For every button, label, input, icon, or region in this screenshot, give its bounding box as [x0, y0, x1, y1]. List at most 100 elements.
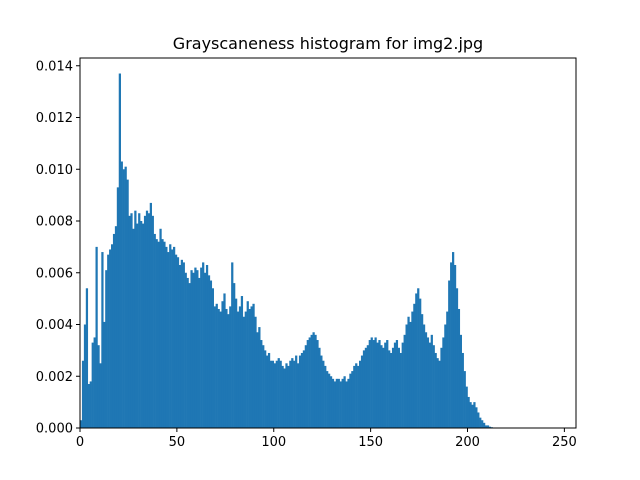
histogram-bar — [459, 334, 462, 428]
histogram-bar — [484, 425, 488, 428]
histogram-bar — [180, 259, 183, 428]
histogram-bar — [386, 340, 389, 428]
histogram-bar — [99, 363, 102, 428]
histogram-bar — [120, 161, 123, 428]
histogram-bar — [370, 337, 373, 428]
x-tick-label: 0 — [76, 435, 84, 450]
histogram-bar — [357, 365, 360, 428]
histogram-bar — [140, 221, 143, 428]
histogram-bar — [306, 340, 309, 428]
histogram-bar — [362, 350, 366, 428]
histogram-bar — [302, 350, 306, 428]
histogram-bar — [384, 342, 387, 428]
histogram-bar — [122, 169, 125, 428]
histogram-bar — [419, 298, 422, 428]
histogram-bar — [204, 272, 207, 428]
histogram-bar — [130, 213, 133, 428]
y-tick-label: 0.014 — [36, 59, 73, 74]
histogram-bar — [428, 342, 431, 428]
histogram-bar — [401, 342, 404, 428]
histogram-bar — [103, 321, 106, 428]
y-axis: 0.000 0.002 0.004 0.006 0.008 0.010 0.012 0.014 — [36, 59, 80, 437]
histogram-bar — [157, 241, 160, 428]
histogram-bar — [289, 360, 292, 428]
histogram-bar — [453, 264, 457, 428]
x-tick-label: 50 — [169, 435, 186, 450]
y-tick-label: 0.006 — [36, 266, 73, 281]
histogram-bar — [452, 252, 455, 428]
histogram-bar — [87, 384, 90, 428]
histogram-bar — [275, 360, 278, 428]
histogram-bar — [250, 306, 253, 428]
histogram-bar — [335, 378, 338, 428]
histogram-bars — [80, 73, 495, 429]
histogram-bar — [421, 314, 424, 428]
histogram-bar — [388, 350, 391, 428]
histogram-bar — [287, 365, 290, 428]
histogram-bar — [444, 324, 447, 428]
histogram-bar — [126, 179, 129, 428]
histogram-bar — [430, 334, 433, 428]
histogram-bar — [380, 345, 383, 428]
x-tick-label: 150 — [358, 435, 383, 450]
histogram-bar — [297, 363, 300, 428]
histogram-bar — [182, 262, 185, 428]
histogram-bar — [145, 210, 149, 428]
histogram-bar — [403, 334, 406, 428]
histogram-bar — [461, 352, 464, 428]
histogram-bar — [364, 347, 368, 428]
histogram-bar — [417, 288, 420, 428]
histogram-bar — [246, 301, 249, 428]
histogram-bar — [169, 244, 172, 428]
histogram-bar — [324, 365, 327, 428]
histogram-bar — [298, 355, 302, 428]
histogram-bar — [101, 252, 104, 428]
histogram-bar — [207, 275, 211, 428]
histogram-bar — [196, 270, 199, 428]
histogram-bar — [473, 402, 476, 428]
histogram-bar — [200, 267, 203, 428]
histogram-bar — [285, 363, 288, 428]
histogram-bar — [486, 425, 490, 428]
histogram-bar — [432, 345, 435, 428]
histogram-bar — [165, 246, 168, 428]
histogram-bar — [269, 360, 273, 428]
histogram-bar — [80, 420, 83, 428]
histogram-bar — [411, 311, 414, 428]
histogram-bar — [448, 280, 451, 428]
y-tick-label: 0.000 — [36, 422, 73, 437]
y-tick-label: 0.008 — [36, 215, 73, 230]
histogram-bar — [215, 303, 218, 428]
histogram-bar — [159, 228, 162, 428]
histogram-bar — [279, 360, 282, 428]
y-tick-label: 0.004 — [36, 318, 73, 333]
histogram-bar — [83, 324, 87, 428]
histogram-bar — [81, 360, 85, 428]
histogram-bar — [111, 244, 114, 428]
histogram-bar — [221, 301, 224, 428]
histogram-bar — [149, 202, 152, 428]
histogram-bar — [457, 308, 461, 428]
histogram-bar — [434, 352, 437, 428]
histogram-bar — [254, 316, 257, 428]
histogram-bar — [304, 345, 307, 428]
histogram-bar — [463, 371, 466, 428]
histogram-bar — [488, 426, 492, 428]
histogram-bar — [252, 303, 255, 428]
histogram-bar — [331, 378, 335, 428]
histogram-bar — [413, 303, 416, 428]
histogram-bar — [85, 288, 89, 428]
histogram-bar — [415, 293, 418, 428]
x-axis: 0 50 100 150 200 250 — [76, 428, 577, 450]
x-tick-label: 200 — [455, 435, 480, 450]
histogram-bar — [173, 246, 176, 428]
histogram-bar — [176, 257, 180, 428]
histogram-bar — [151, 215, 154, 428]
histogram-bar — [333, 381, 337, 428]
histogram-bar — [217, 308, 220, 428]
histogram-bar — [89, 381, 92, 428]
histogram-bar — [235, 298, 238, 428]
histogram-bar — [322, 360, 325, 428]
histogram-bar — [219, 311, 222, 428]
